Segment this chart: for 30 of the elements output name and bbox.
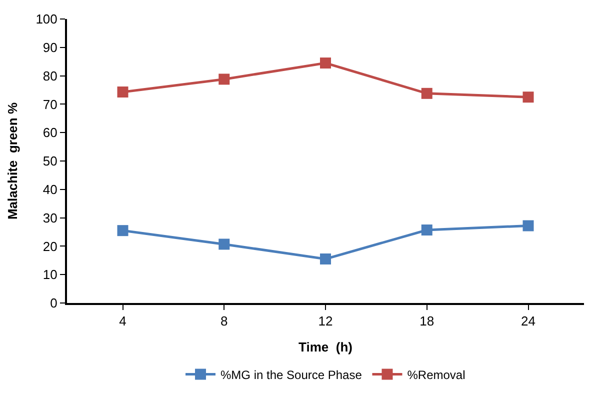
x-axis-title: Time (h) <box>298 340 352 355</box>
y-tick-label: 70 <box>42 96 58 112</box>
point <box>218 74 230 85</box>
point <box>522 92 534 103</box>
legend-label: %Removal <box>407 368 466 382</box>
y-tick-label: 40 <box>42 182 58 197</box>
y-tick-label: 30 <box>42 210 58 226</box>
y-tick-label: 90 <box>42 40 58 55</box>
y-axis-title: Malachite green % <box>5 102 20 220</box>
x-tick-label: 12 <box>318 314 333 329</box>
legend-label: %MG in the Source Phase <box>220 368 362 382</box>
x-tick-label: 18 <box>420 314 434 329</box>
y-tick-label: 80 <box>42 68 58 84</box>
y-tick-label: 0 <box>50 296 58 311</box>
point <box>117 86 128 98</box>
x-tick-label: 8 <box>220 314 228 329</box>
y-tick-label: 60 <box>42 125 58 140</box>
y-tick-label: 10 <box>42 267 58 282</box>
point <box>218 238 230 250</box>
y-tick-label: 20 <box>42 238 58 254</box>
point <box>421 88 432 99</box>
point <box>117 225 128 236</box>
point <box>320 58 331 69</box>
point <box>320 253 331 264</box>
y-tick-label: 50 <box>42 154 58 169</box>
point <box>421 224 432 236</box>
y-tick-label: 100 <box>36 12 58 27</box>
x-tick-label: 24 <box>521 314 536 329</box>
point <box>522 220 534 232</box>
x-tick-label: 4 <box>119 314 126 329</box>
